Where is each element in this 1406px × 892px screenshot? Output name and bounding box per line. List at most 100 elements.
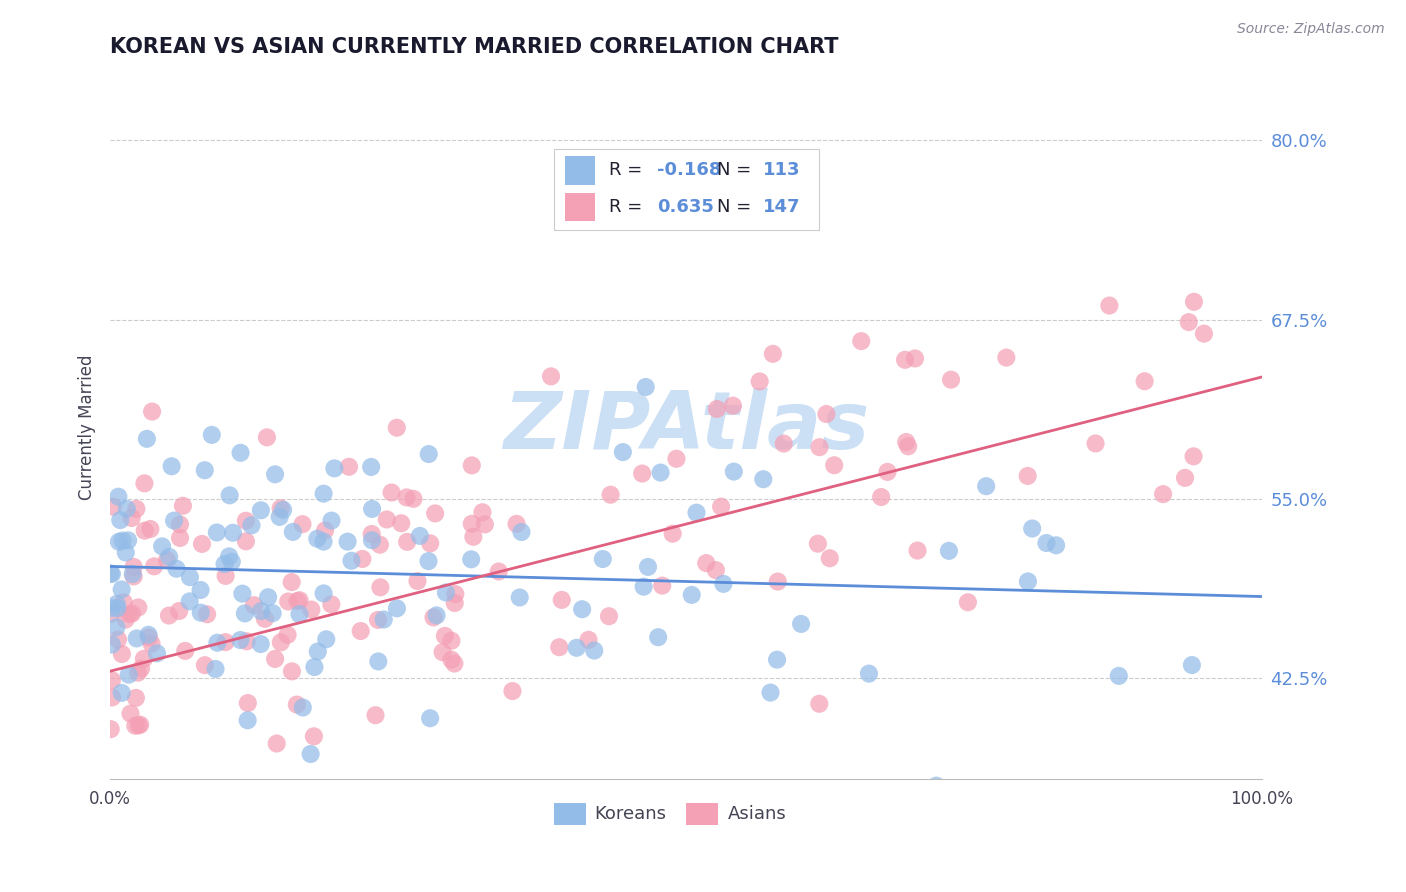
Point — [172, 499, 194, 513]
Point — [134, 524, 156, 538]
Point — [108, 534, 131, 549]
Point — [460, 552, 482, 566]
Point — [277, 628, 299, 642]
Point — [138, 628, 160, 642]
Point — [762, 347, 785, 361]
Point — [157, 549, 180, 564]
Point — [1177, 315, 1199, 329]
Point — [419, 711, 441, 725]
Point — [373, 613, 395, 627]
Point — [128, 718, 150, 732]
Point — [851, 334, 873, 348]
Point — [143, 559, 166, 574]
Point — [307, 644, 329, 658]
Point — [510, 524, 533, 539]
Point — [1182, 450, 1205, 464]
Point — [772, 436, 794, 450]
Point — [118, 667, 141, 681]
Point — [101, 673, 124, 688]
Point — [190, 606, 212, 620]
Point — [281, 524, 304, 539]
Point — [440, 633, 463, 648]
Text: R =: R = — [609, 198, 648, 216]
Point — [583, 643, 606, 657]
Point — [205, 525, 228, 540]
Point — [222, 525, 245, 540]
Point — [651, 578, 673, 592]
Point — [229, 633, 252, 648]
Point — [471, 505, 494, 519]
Text: 0.635: 0.635 — [657, 198, 714, 216]
Point — [337, 459, 360, 474]
Point — [440, 653, 463, 667]
Point — [422, 610, 444, 624]
Point — [129, 662, 152, 676]
Text: 113: 113 — [763, 161, 801, 179]
Point — [266, 737, 288, 751]
Point — [360, 459, 382, 474]
Text: N =: N = — [717, 161, 758, 179]
Point — [288, 607, 311, 622]
Point — [1035, 536, 1057, 550]
Point — [179, 570, 201, 584]
Point — [876, 465, 898, 479]
Point — [201, 428, 224, 442]
Point — [759, 685, 782, 699]
Point — [299, 747, 322, 761]
Point — [350, 624, 373, 638]
Point — [461, 458, 484, 473]
Point — [169, 531, 191, 545]
Point — [1045, 538, 1067, 552]
Point — [157, 608, 180, 623]
Point — [287, 594, 309, 608]
Point — [264, 467, 287, 482]
Point — [706, 402, 728, 417]
Point — [214, 557, 236, 571]
Point — [592, 552, 614, 566]
Point — [925, 779, 948, 793]
Point — [396, 534, 419, 549]
Point — [395, 491, 418, 505]
Point — [235, 514, 257, 528]
Point — [281, 665, 304, 679]
Point — [100, 607, 122, 621]
Point — [156, 553, 179, 567]
Point — [235, 534, 257, 549]
Point — [894, 352, 917, 367]
Point — [710, 500, 733, 514]
Point — [105, 597, 128, 611]
Point — [122, 560, 145, 574]
Point — [665, 451, 688, 466]
Point — [748, 375, 770, 389]
Point — [704, 563, 727, 577]
Point — [370, 580, 392, 594]
Point — [637, 560, 659, 574]
Point — [1174, 471, 1197, 485]
Point — [633, 580, 655, 594]
Point — [418, 447, 440, 461]
Point — [141, 404, 163, 418]
Point — [314, 524, 336, 538]
Point — [105, 620, 128, 634]
Point — [312, 586, 335, 600]
Point — [121, 567, 143, 582]
Point — [121, 607, 143, 621]
Point — [169, 517, 191, 532]
Point — [111, 582, 134, 597]
Point — [995, 351, 1018, 365]
Point — [578, 632, 600, 647]
Point — [249, 637, 271, 651]
Point — [443, 657, 465, 671]
Point — [380, 485, 402, 500]
Point — [681, 588, 703, 602]
Point — [423, 507, 446, 521]
Point — [304, 660, 326, 674]
Point — [291, 700, 314, 714]
Point — [368, 538, 391, 552]
Point — [141, 637, 163, 651]
Point — [939, 373, 962, 387]
Point — [501, 684, 523, 698]
Point — [101, 690, 124, 705]
Point — [647, 630, 669, 644]
Point — [571, 602, 593, 616]
